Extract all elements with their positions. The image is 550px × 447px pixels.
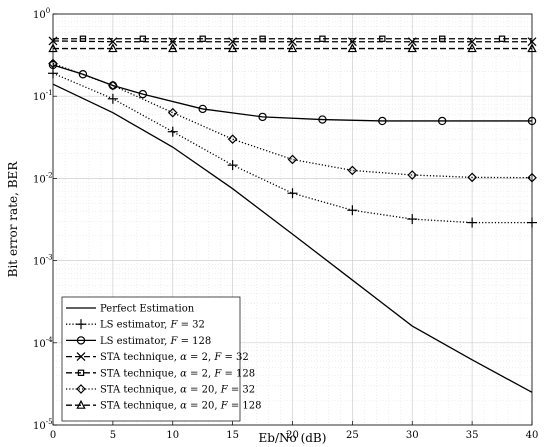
data-point-3 [258,112,267,122]
x-tick-label: 10 [166,430,179,441]
legend-marker [77,369,85,377]
legend-marker [76,352,86,362]
x-axis-label: Eb/No (dB) [259,431,327,445]
y-tick-label: 10-3 [33,254,53,268]
x-tick-label: 15 [226,430,239,441]
y-tick-label: 10-4 [33,336,53,350]
data-point-7 [227,43,238,53]
data-point-7 [168,43,178,53]
plot-lines [48,35,537,393]
legend-box [61,296,241,422]
legend-label: STA technique, α = 2, F = 128 [100,368,255,379]
data-point-7 [467,43,477,53]
data-point-2 [347,205,358,216]
legend-marker [76,384,86,394]
legend-label: LS estimator, F = 128 [100,336,211,347]
legend-marker [76,319,86,330]
y-tick-label: 10-1 [33,89,53,103]
data-point-6 [347,165,358,176]
legend-marker [76,399,86,409]
data-point-5 [79,35,87,42]
data-point-3 [378,116,387,126]
data-point-3 [198,104,207,114]
data-point-5 [139,35,147,42]
data-point-7 [347,43,358,53]
x-tick-label: 40 [526,430,539,441]
grid [52,13,533,426]
data-point-6 [467,172,477,183]
x-tick-label: 35 [466,430,479,441]
y-tick-label: 100 [33,7,50,21]
x-tick-label: 30 [406,430,419,441]
data-point-2 [287,188,298,199]
data-point-2 [107,93,118,104]
data-point-3 [78,70,88,79]
data-point-3 [138,89,148,99]
data-point-6 [407,170,418,180]
data-point-6 [227,134,238,145]
data-point-5 [498,35,506,42]
data-point-6 [108,80,118,91]
y-axis-label: Bit error rate, BER [6,161,20,278]
data-point-7 [407,43,417,53]
data-point-2 [227,160,238,171]
x-tick-label: 20 [286,430,299,441]
data-point-7 [287,43,298,53]
legend-label: LS estimator, F = 32 [100,320,205,331]
data-point-2 [407,214,418,225]
legend-label: STA technique, α = 20, F = 32 [100,385,255,396]
series-line-1 [52,83,533,393]
data-point-5 [259,35,266,42]
data-point-5 [438,35,446,42]
data-point-6 [287,154,298,165]
x-tick-label: 5 [110,430,116,441]
data-point-5 [319,35,326,42]
data-point-7 [108,43,118,53]
x-tick-label: 0 [50,430,56,441]
axis-ticks: 0 5 10 15 20 25 30 35 40 10-5 10-4 10-3 10-2 10-1 100 [33,7,538,441]
y-tick-label: 10-2 [33,171,53,185]
data-point-2 [467,217,478,228]
series-line-3 [52,64,532,122]
data-point-3 [318,115,327,124]
legend: Perfect Estimation LS estimator, F = 32 LS… [61,296,261,422]
data-point-5 [199,35,206,42]
legend-label: STA technique, α = 20, F = 128 [100,401,261,412]
data-point-6 [167,107,178,118]
data-point-3 [437,116,447,126]
legend-label: STA technique, α = 2, F = 32 [100,352,249,363]
y-tick-label: 10-5 [33,418,53,432]
data-point-2 [167,126,178,137]
legend-label: Perfect Estimation [100,304,195,315]
legend-marker [76,336,86,345]
data-point-5 [379,35,386,42]
x-tick-label: 25 [346,430,359,441]
